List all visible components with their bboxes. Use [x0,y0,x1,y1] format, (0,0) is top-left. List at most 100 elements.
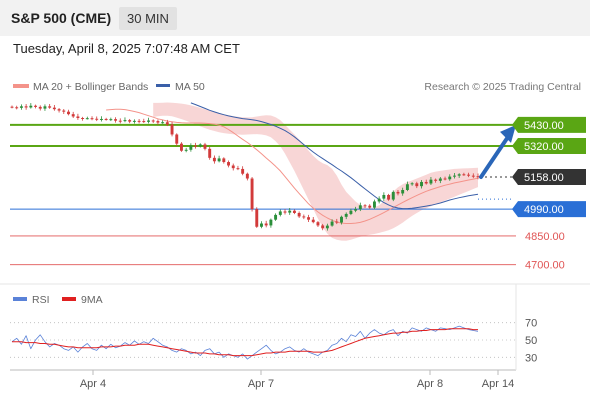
candle-body [34,105,37,107]
candle-body [194,145,198,147]
candle-body [245,173,249,179]
candle-body [467,174,471,176]
candle-body [278,211,282,215]
candle [156,119,160,125]
candle-body [344,213,348,217]
candle-body [198,144,202,147]
ma50-legend-swatch [156,84,170,87]
candle-body [189,145,193,150]
level-label-4990.00: 4990.00 [524,204,564,216]
x-tick-label: Apr 14 [482,378,514,390]
candle [151,119,155,123]
candle [43,104,47,111]
candle [311,217,315,224]
rsi-ma-line [12,328,478,357]
candle-body [57,109,61,111]
ma20-legend-label: MA 20 + Bollinger Bands [33,81,148,93]
candle-body [401,190,405,194]
chart-datetime: Tuesday, April 8, 2025 7:07:48 AM CET [13,41,240,56]
candle-body [457,174,461,176]
candle-body [241,168,245,174]
candle-body [81,118,85,119]
candle [415,181,419,189]
candle-body [222,158,226,163]
candle [368,204,372,209]
ma20-line [106,108,479,224]
candle-body [29,105,33,108]
candle-body [165,122,169,125]
candle [354,206,358,213]
candle-body [123,120,127,122]
candle [123,117,127,123]
candle [118,118,122,124]
candle [434,178,438,183]
candle-body [10,106,14,108]
candle [269,218,273,228]
candle [429,176,433,186]
candle [471,173,475,179]
candle-body [462,174,466,176]
candle [424,179,428,185]
candle-body [415,183,419,187]
candle [231,163,235,171]
candle-body [43,106,47,109]
rsi-ma-legend-label: 9MA [81,294,103,306]
candle [405,181,409,192]
candle [387,193,391,201]
candle-body [118,120,122,122]
candle [175,133,179,146]
candle-body [391,191,395,200]
candle-body [99,118,103,120]
candle [241,166,245,176]
forecast-arrow-shaft [479,134,510,179]
candle [179,142,183,152]
candle-body [128,120,132,122]
candle-body [179,143,183,151]
candle-body [387,194,391,200]
candle [222,157,226,164]
candle-body [236,168,240,170]
rsi-tick-label-50: 50 [525,335,537,347]
candle-body [476,176,480,178]
candle-body [76,116,80,118]
x-tick-label: Apr 8 [417,378,443,390]
candle [95,116,99,122]
candle-body [382,194,386,199]
candle-body [349,210,353,214]
candle-body [104,118,108,120]
candle-body [19,106,23,108]
candle-body [255,209,259,227]
timeframe-badge[interactable]: 30 MIN [119,7,177,30]
candle-body [62,110,66,112]
candle-body [274,214,278,220]
candle [165,119,169,127]
candle [467,172,471,178]
candle [410,182,414,186]
candle [62,109,66,114]
candle-body [90,118,94,120]
instrument-title: S&P 500 (CME) [11,10,112,26]
candle [236,165,240,171]
candle [114,117,118,123]
candle-body [471,175,475,177]
candle-body [448,176,452,180]
level-label-5430.00: 5430.00 [524,120,564,132]
candle-body [67,111,70,115]
candle-body [377,198,381,202]
candle [109,117,113,122]
candle [71,111,75,118]
candle-body [95,118,99,120]
candle-body [132,120,136,122]
candle [316,221,320,227]
rsi-line [11,325,479,360]
rsi-tick-label-30: 30 [525,352,537,364]
candle [292,209,296,215]
candle [288,208,292,215]
candle-body [288,210,292,213]
candle [344,212,348,220]
candle-body [15,107,19,109]
candle-body [429,179,433,184]
candle-body [260,223,263,227]
candle [260,221,263,229]
